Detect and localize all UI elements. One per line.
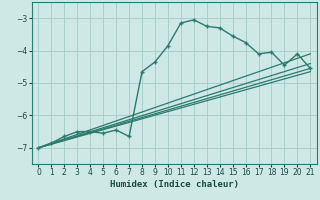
X-axis label: Humidex (Indice chaleur): Humidex (Indice chaleur) (110, 180, 239, 189)
